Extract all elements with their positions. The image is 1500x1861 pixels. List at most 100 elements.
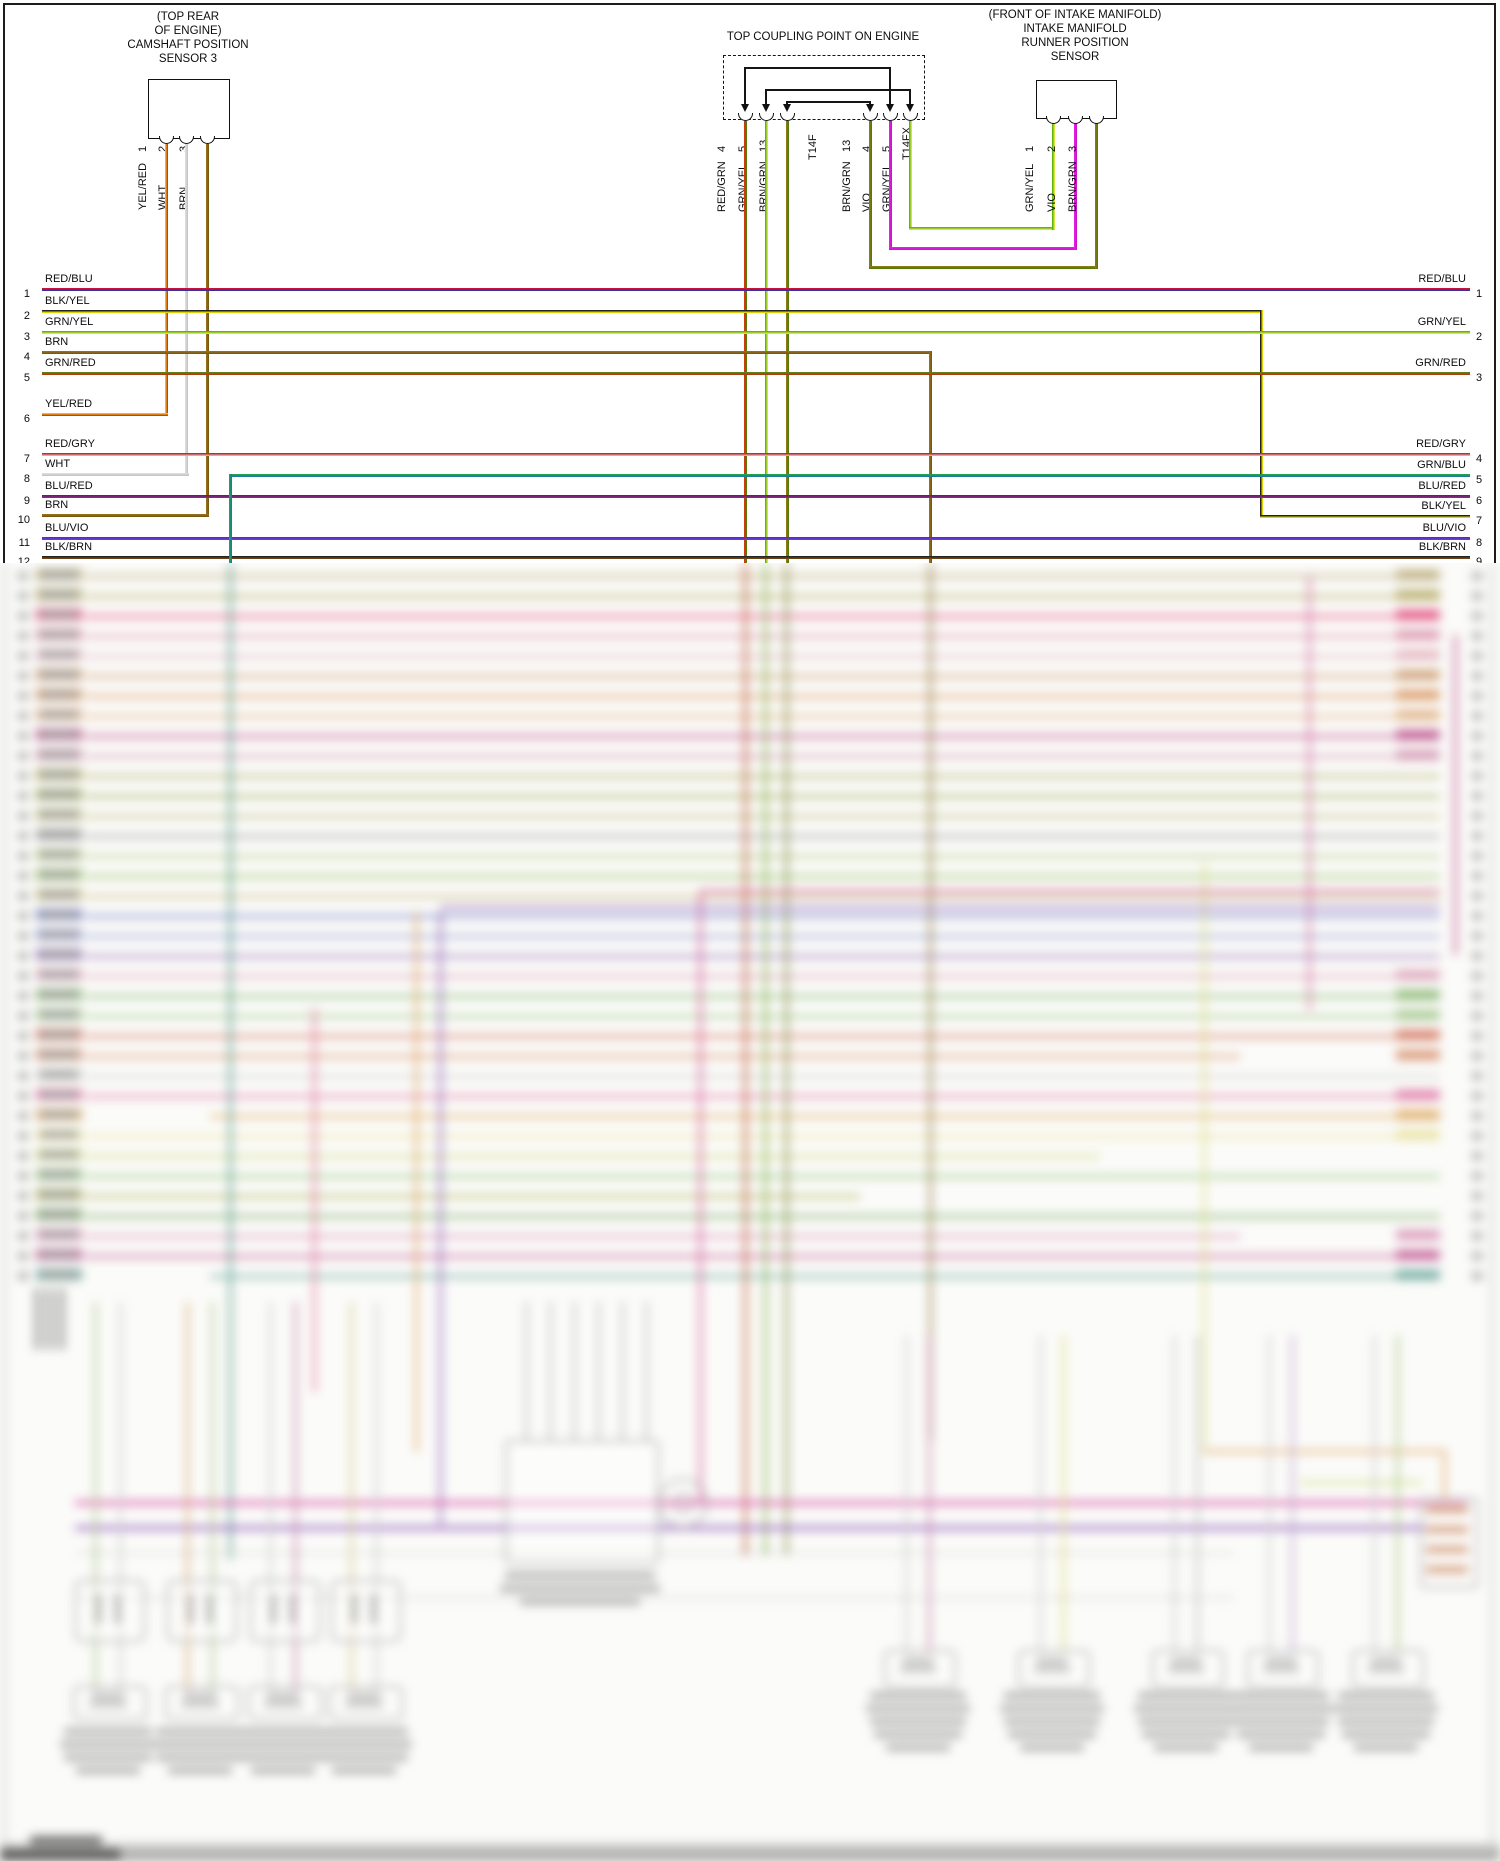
- blurred-injector-caption: [332, 1767, 396, 1774]
- blurred-row-label-chip: [40, 851, 78, 858]
- blurred-component-wire: [1396, 1335, 1399, 1652]
- camshaft-sensor-caption: (TOP REAR OF ENGINE) CAMSHAFT POSITION S…: [55, 10, 321, 66]
- row-left-label: WHT: [45, 458, 71, 470]
- row-left-number: 1: [23, 288, 30, 300]
- coupling-right-pin-number: 4: [861, 145, 873, 152]
- blurred-row-label-chip: [1396, 730, 1440, 740]
- blurred-right-number: [1472, 852, 1482, 860]
- wire-row-grn-yel: [42, 330, 1470, 334]
- coupling-arrow-down-icon: [885, 104, 894, 112]
- blurred-vertical-text: [58, 1288, 65, 1350]
- blurred-right-number: [1472, 772, 1482, 780]
- blurred-wire-bend: [1204, 1450, 1446, 1453]
- blurred-injector-caption: [320, 1754, 408, 1761]
- blurred-edge-connector: [1420, 1498, 1478, 1588]
- blurred-right-number: [1472, 952, 1482, 960]
- blurred-component-caption: [1138, 1718, 1234, 1725]
- coupling-right-pin-number: 5: [881, 145, 893, 152]
- coupling-right-pin-wire-label: GRN/YEL: [881, 163, 893, 212]
- coupling-left-pin-number: 4: [716, 145, 728, 152]
- blurred-wire-vertical: [763, 563, 767, 1555]
- camshaft-pin-terminal: [178, 136, 194, 144]
- blurred-injector-wire: [119, 1302, 122, 1692]
- wire-row-blk-brn: [42, 555, 1470, 559]
- blurred-left-number: [18, 872, 28, 880]
- wire-brn-grn-u: [1094, 123, 1098, 269]
- blurred-left-number: [18, 1212, 28, 1220]
- blurred-component-connector-trap: [1167, 1657, 1205, 1673]
- blurred-wire-row: [85, 915, 1440, 918]
- blurred-left-number: [18, 1012, 28, 1020]
- blur-right-border: [1491, 563, 1494, 1853]
- blurred-row-label-chip: [40, 751, 78, 758]
- wire-vio-u: [1073, 123, 1077, 250]
- blurred-injector-caption: [316, 1741, 412, 1748]
- row-right-number: 8: [1476, 537, 1483, 549]
- blurred-right-number: [1472, 712, 1482, 720]
- blurred-right-number: [1472, 1212, 1482, 1220]
- camshaft-pin-terminal: [199, 136, 215, 144]
- blurred-component-caption: [1004, 1718, 1100, 1725]
- coupling-right-pin-wire-label: VIO: [861, 193, 873, 212]
- blurred-right-number: [1472, 752, 1482, 760]
- blurred-component-caption: [1354, 1744, 1418, 1751]
- blurred-row-label-chip: [1396, 610, 1440, 620]
- blurred-left-number: [18, 832, 28, 840]
- blurred-left-number: [18, 972, 28, 980]
- blurred-row-label-chip: [40, 871, 78, 878]
- row-right-number: 7: [1476, 515, 1483, 527]
- coupling-arrow-down-icon: [905, 104, 914, 112]
- blurred-wire-row: [85, 575, 1440, 578]
- blurred-wire-vertical: [228, 563, 232, 1560]
- blurred-edge-connector-pin: [1426, 1546, 1468, 1553]
- blurred-wire-bend: [700, 890, 1440, 893]
- blurred-right-number: [1472, 652, 1482, 660]
- row-left-label: BLU/VIO: [45, 522, 89, 534]
- blurred-injector-caption: [239, 1728, 327, 1735]
- wire-row-grn-red: [42, 371, 1470, 375]
- blurred-wire-row: [85, 675, 1440, 678]
- runner-caption-line2: INTAKE MANIFOLD: [1023, 23, 1127, 35]
- blurred-edge-connector-pin: [1426, 1566, 1468, 1573]
- blurred-wire-row: [85, 1235, 1240, 1238]
- wire-row-blu-vio: [42, 536, 1470, 540]
- blurred-component-caption: [1008, 1731, 1096, 1738]
- wire-row-red-blu: [42, 287, 1470, 291]
- blurred-wire-row: [85, 1075, 1440, 1078]
- blurred-injector-connector-trap: [344, 1692, 384, 1708]
- row-left-label: BRN: [45, 336, 69, 348]
- runner-pin-wire-label: GRN/YEL: [1024, 163, 1036, 212]
- blurred-left-number: [18, 1232, 28, 1240]
- blurred-wire-row: [85, 695, 1440, 698]
- blurred-injector-symbol-mark: [290, 1594, 295, 1624]
- camshaft-pin-wire-label: YEL/RED: [137, 162, 149, 210]
- blurred-row-label-chip: [40, 951, 78, 958]
- blurred-row-label-chip: [40, 1191, 78, 1198]
- blurred-row-label-chip: [1396, 1130, 1440, 1140]
- blurred-wire-row: [85, 635, 1440, 638]
- row-right-label: GRN/BLU: [1417, 459, 1466, 471]
- coupling-left-pin-terminal: [758, 113, 774, 121]
- blurred-left-number: [18, 592, 28, 600]
- blurred-component-wire: [1373, 1335, 1376, 1652]
- blurred-row-label-chip: [40, 691, 78, 698]
- blurred-wire-row: [75, 1526, 1467, 1530]
- blurred-left-number: [18, 1272, 28, 1280]
- blurred-module-wire: [525, 1302, 528, 1440]
- blurred-wire-row: [85, 755, 1440, 758]
- blurred-injector-symbol-mark: [115, 1594, 120, 1624]
- blurred-injector-connector-trap: [88, 1692, 128, 1708]
- wire-row-bend: [1259, 514, 1470, 518]
- blurred-injector-caption: [64, 1728, 152, 1735]
- blurred-wire-row: [85, 1055, 1240, 1058]
- blurred-left-number: [18, 852, 28, 860]
- coupling-left-pin-terminal: [779, 113, 795, 121]
- blurred-wire-row: [85, 955, 1440, 958]
- blurred-round-component-core: [673, 1493, 693, 1513]
- row-left-number: 4: [23, 351, 30, 363]
- wire-vio-u: [888, 121, 892, 250]
- row-left-label: RED/GRY: [45, 438, 95, 450]
- blurred-injector-connector: [165, 1686, 239, 1720]
- blurred-left-number: [18, 792, 28, 800]
